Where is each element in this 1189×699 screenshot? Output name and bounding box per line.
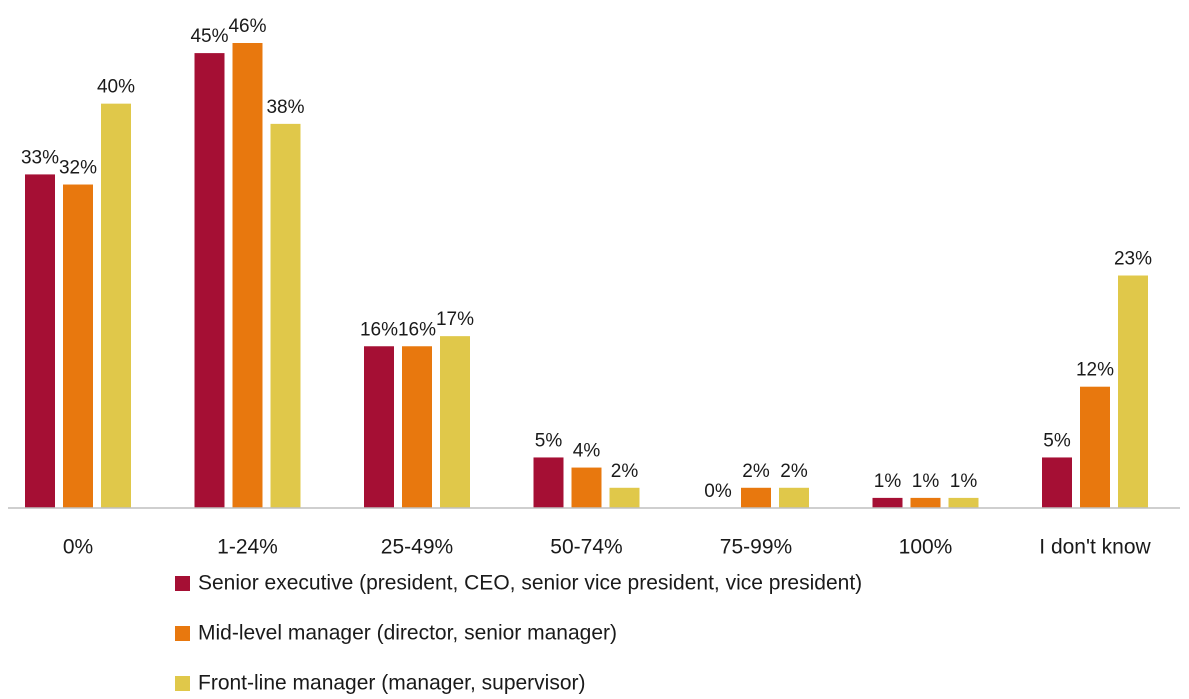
value-label: 2%	[780, 461, 808, 482]
bar	[741, 487, 771, 508]
value-label: 38%	[266, 97, 304, 118]
x-tick-label: 1-24%	[217, 536, 278, 559]
value-label: 1%	[950, 471, 978, 492]
value-label: 1%	[912, 471, 940, 492]
value-label: 5%	[1043, 430, 1071, 451]
x-tick-label: 100%	[899, 536, 953, 559]
bar	[948, 497, 979, 508]
bar	[872, 497, 903, 508]
value-label: 0%	[704, 481, 732, 502]
value-label: 23%	[1114, 249, 1152, 270]
x-tick-label: 50-74%	[550, 536, 622, 559]
bar	[232, 43, 263, 508]
value-label: 16%	[360, 319, 398, 340]
bar	[1042, 457, 1072, 508]
bar	[270, 123, 301, 508]
bar	[63, 184, 93, 509]
legend-label: Front-line manager (manager, supervisor)	[198, 672, 586, 695]
value-label: 17%	[436, 309, 474, 330]
x-tick-label: 75-99%	[720, 536, 792, 559]
bar	[910, 497, 941, 508]
value-label: 46%	[228, 16, 266, 37]
value-label: 2%	[742, 461, 770, 482]
bar	[101, 103, 131, 509]
value-label: 16%	[398, 319, 436, 340]
x-tick-label: I don't know	[1039, 536, 1151, 559]
value-label: 33%	[21, 147, 59, 168]
value-label: 1%	[874, 471, 902, 492]
value-label: 5%	[535, 430, 563, 451]
bar	[1118, 275, 1148, 508]
bar	[25, 174, 55, 509]
x-tick-label: 0%	[63, 536, 93, 559]
bar	[779, 487, 809, 508]
value-label: 40%	[97, 77, 135, 98]
bar	[1080, 386, 1110, 508]
bar	[440, 336, 470, 508]
legend-swatch	[175, 626, 190, 641]
legend-swatch	[175, 576, 190, 591]
legend-label: Senior executive (president, CEO, senior…	[198, 572, 862, 595]
value-label: 2%	[611, 461, 639, 482]
legend-swatch	[175, 676, 190, 691]
bar	[402, 346, 432, 508]
value-label: 12%	[1076, 360, 1114, 381]
value-label: 4%	[573, 441, 601, 462]
bar	[571, 467, 602, 508]
bar	[533, 457, 564, 508]
bar	[364, 346, 394, 508]
value-label: 45%	[190, 26, 228, 47]
bar	[194, 53, 225, 508]
value-label: 32%	[59, 158, 97, 179]
x-tick-label: 25-49%	[381, 536, 453, 559]
bar	[609, 487, 640, 508]
legend-label: Mid-level manager (director, senior mana…	[198, 622, 617, 645]
